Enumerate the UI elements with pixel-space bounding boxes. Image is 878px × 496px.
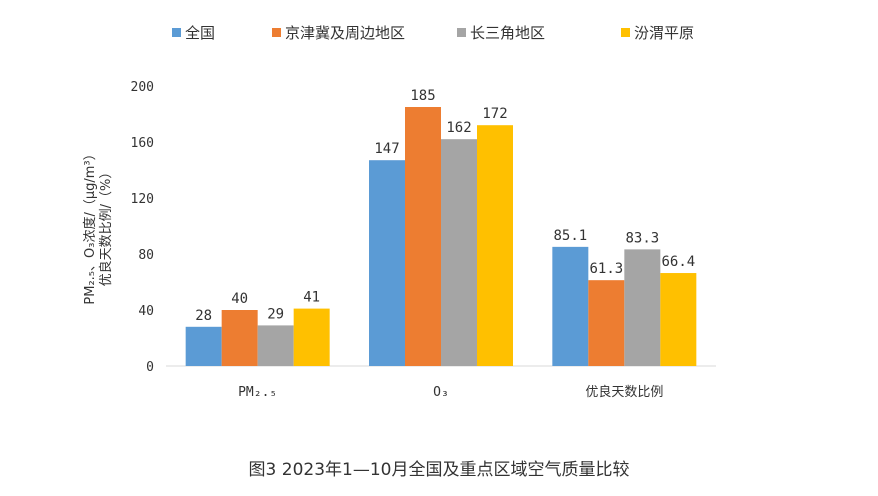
- legend-swatch: [172, 28, 181, 37]
- figure-caption: 图3 2023年1—10月全国及重点区域空气质量比较: [248, 460, 630, 480]
- data-label: 66.4: [661, 254, 695, 270]
- bar: [588, 280, 625, 366]
- data-label: 41: [303, 290, 320, 306]
- bar: [477, 125, 513, 366]
- data-label: 61.3: [589, 261, 623, 277]
- data-label: 162: [446, 120, 471, 136]
- data-label: 85.1: [553, 228, 587, 244]
- legend-swatch: [457, 28, 466, 37]
- data-label: 147: [374, 141, 399, 157]
- data-label: 185: [410, 88, 435, 104]
- x-tick-label: PM₂.₅: [238, 385, 277, 400]
- data-label: 40: [231, 291, 248, 307]
- bar: [185, 326, 222, 366]
- bar-chart: 0 40 80 120 160 200 28 40 29 41 PM₂.₅ 147 185 162 172 O…: [82, 24, 716, 400]
- bar: [660, 273, 697, 366]
- x-tick-label: O₃: [433, 385, 449, 400]
- legend-label: 长三角地区: [470, 24, 545, 42]
- legend-label: 京津冀及周边地区: [285, 24, 405, 42]
- bar: [221, 310, 258, 366]
- legend-label: 汾渭平原: [634, 24, 694, 42]
- y-tick-label: 80: [138, 248, 154, 263]
- bar: [441, 139, 477, 366]
- bar: [257, 325, 294, 366]
- y-axis-title: PM₂.₅、O₃浓度/（μg/m³）: [82, 147, 98, 304]
- legend-swatch: [621, 28, 630, 37]
- y-tick-label: 160: [131, 136, 154, 151]
- bar: [624, 249, 661, 366]
- bar: [369, 160, 405, 366]
- y-tick-label: 200: [131, 80, 154, 95]
- y-tick-label: 0: [146, 360, 154, 375]
- y-axis-title: 优良天数比例/（%）: [98, 166, 114, 287]
- bar: [405, 107, 441, 366]
- legend-label: 全国: [185, 24, 215, 42]
- bar: [552, 246, 589, 366]
- y-tick-label: 120: [131, 192, 154, 207]
- data-label: 28: [195, 308, 212, 324]
- bar: [293, 308, 330, 366]
- data-label: 83.3: [625, 230, 659, 246]
- legend-swatch: [272, 28, 281, 37]
- data-label: 29: [267, 306, 284, 322]
- data-label: 172: [482, 106, 507, 122]
- x-tick-label: 优良天数比例: [585, 384, 663, 400]
- y-tick-label: 40: [138, 304, 154, 319]
